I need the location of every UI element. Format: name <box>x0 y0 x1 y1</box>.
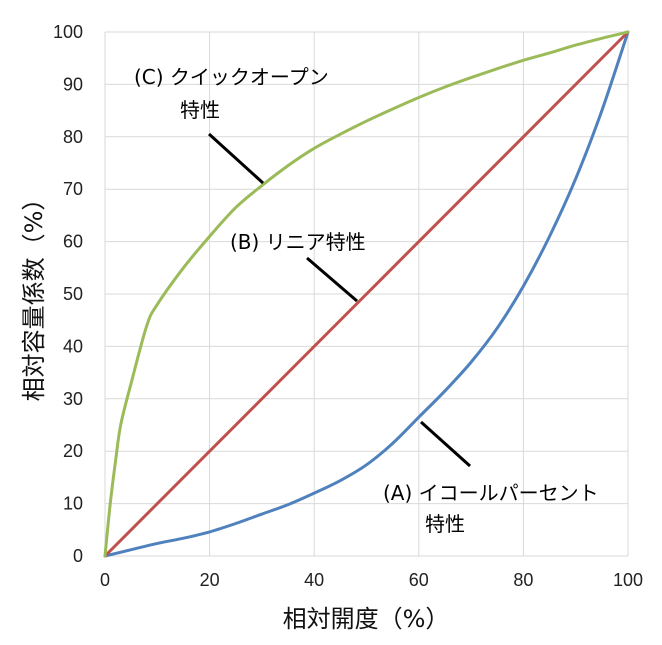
y-tick-label: 40 <box>63 336 83 356</box>
tick-labels: 0 20 40 60 80 100 0 10 20 30 40 50 60 70 80 90 100 <box>53 22 643 590</box>
y-tick-label: 70 <box>63 179 83 199</box>
linear-line <box>103 30 630 558</box>
equal-percentage-line <box>103 30 630 558</box>
grid <box>104 31 629 557</box>
annotation-equal-percentage-line-2: 特性 <box>425 512 465 536</box>
x-axis-title: 相対開度（%） <box>283 605 450 633</box>
annotation-linear-line-1: (B) リニア特性 <box>230 230 366 254</box>
annotation-equal-percentage-line-1: (A) イコールパーセント <box>383 481 599 505</box>
y-tick-label: 50 <box>63 284 83 304</box>
x-tick-label: 0 <box>100 570 110 590</box>
y-tick-label: 10 <box>63 494 83 514</box>
y-tick-label: 0 <box>73 546 83 566</box>
y-tick-label: 20 <box>63 441 83 461</box>
y-tick-label: 90 <box>63 74 83 94</box>
linear-leader <box>306 256 358 303</box>
x-tick-label: 80 <box>513 570 533 590</box>
quick-open-leader <box>207 132 265 185</box>
x-tick-label: 20 <box>200 570 220 590</box>
x-tick-label: 40 <box>304 570 324 590</box>
annotation-quick-open-line-2: 特性 <box>180 98 220 122</box>
y-axis-title: 相対容量係数（%） <box>20 187 48 402</box>
y-tick-label: 80 <box>63 127 83 147</box>
x-tick-label: 100 <box>613 570 643 590</box>
equal-percentage-leader <box>419 420 472 468</box>
series-lines <box>103 30 630 558</box>
y-tick-label: 60 <box>63 232 83 252</box>
annotation-leaders <box>207 132 472 468</box>
quick-open-line <box>103 30 630 558</box>
y-tick-label: 30 <box>63 389 83 409</box>
annotation-quick-open-line-1: (C) クイックオープン <box>134 65 329 89</box>
x-tick-label: 60 <box>409 570 429 590</box>
y-tick-label: 100 <box>53 22 83 42</box>
